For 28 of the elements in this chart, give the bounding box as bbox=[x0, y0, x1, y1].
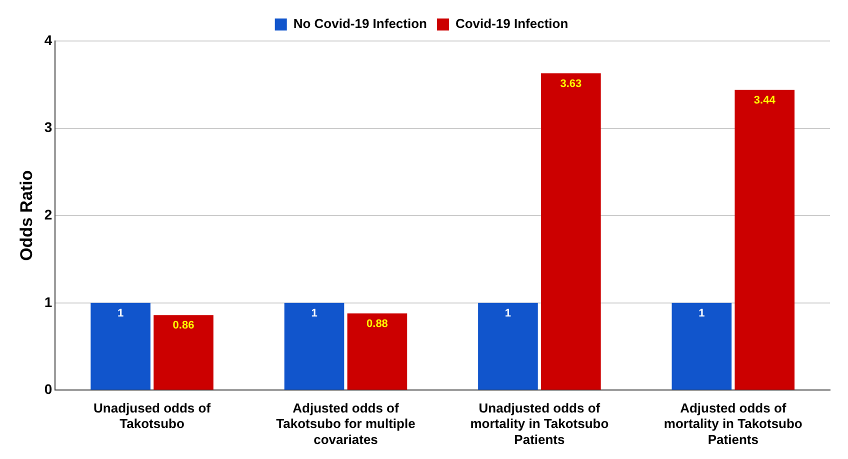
bar bbox=[541, 73, 601, 390]
x-tick-label: Unadjusted odds of mortality in Takotsubo Patients bbox=[470, 400, 609, 447]
bar bbox=[154, 315, 214, 390]
bar bbox=[284, 302, 344, 390]
y-tick-label: 4 bbox=[44, 32, 52, 48]
bar bbox=[734, 90, 795, 390]
x-tick-label: Unadjused odds of Takotsubo bbox=[94, 400, 212, 432]
data-label: 0.88 bbox=[366, 318, 388, 330]
data-label: 1 bbox=[698, 307, 705, 320]
y-tick-label: 0 bbox=[44, 381, 52, 398]
y-tick-label: 3 bbox=[44, 119, 52, 136]
y-axis-title: Odds Ratio bbox=[16, 170, 36, 261]
data-label: 1 bbox=[504, 307, 512, 320]
legend-label: Covid-19 Infection bbox=[455, 16, 568, 32]
data-label: 3.44 bbox=[754, 94, 776, 106]
x-tick-label: Adjusted odds of mortality in Takotsubo Patients bbox=[664, 400, 802, 447]
data-label: 1 bbox=[118, 307, 124, 320]
bar bbox=[478, 302, 538, 390]
data-label: 1 bbox=[311, 307, 318, 320]
legend-label: No Covid-19 Infection bbox=[293, 16, 428, 32]
y-tick-label: 1 bbox=[44, 294, 52, 310]
bar bbox=[672, 302, 732, 390]
x-tick-label: Adjusted odds of Takotsubo for multiple covariates bbox=[276, 400, 416, 447]
bar bbox=[347, 313, 408, 390]
bar bbox=[90, 302, 150, 390]
y-tick-label: 2 bbox=[44, 206, 52, 222]
data-label: 3.63 bbox=[560, 78, 582, 90]
data-label: 0.86 bbox=[172, 320, 194, 332]
